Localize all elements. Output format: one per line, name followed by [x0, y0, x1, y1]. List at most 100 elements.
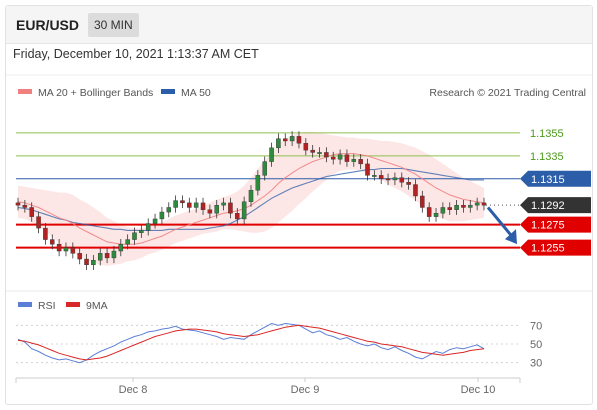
candle-body	[84, 258, 89, 266]
level-label-1.1255: 1.1255	[531, 243, 565, 255]
level-label-1.1275: 1.1275	[531, 220, 565, 232]
candle-body	[330, 156, 336, 160]
ma20-legend-swatch	[18, 89, 32, 94]
rsi-legend-label: RSI	[38, 300, 56, 312]
main-plot: 1.1355 1.1335 1.1315 1.1292 1.1275 1.1255	[15, 128, 591, 270]
rsi-tick-label-70: 70	[530, 320, 542, 332]
candle-body	[248, 190, 254, 202]
candle-body	[77, 253, 82, 260]
candle-body	[241, 201, 247, 220]
candle-body	[474, 202, 480, 206]
candle-body	[447, 207, 452, 210]
candle-body	[145, 223, 151, 231]
x-tick-label: Dec 8	[119, 384, 148, 396]
candle-body	[303, 143, 309, 151]
symbol-label: EUR/USD	[16, 17, 80, 33]
ma9-legend-label: 9MA	[86, 300, 108, 312]
ma20-legend-label: MA 20 + Bollinger Bands	[38, 87, 153, 99]
candle-body	[118, 243, 124, 252]
candle-body	[337, 154, 343, 160]
candle-body	[385, 178, 391, 181]
x-tick-label: Dec 10	[461, 384, 496, 396]
candle-body	[351, 159, 357, 162]
candle-body	[365, 163, 370, 176]
candle-body	[296, 136, 302, 144]
projection-arrow-head	[505, 229, 517, 245]
candle-body	[152, 218, 158, 224]
level-tag-1.1275	[520, 216, 591, 233]
candle-body	[180, 200, 185, 204]
candle-body	[207, 209, 213, 214]
candle-body	[214, 204, 219, 214]
candle-body	[50, 239, 55, 245]
candle-body	[15, 202, 21, 206]
candle-body	[283, 138, 288, 142]
candle-body	[56, 243, 62, 252]
candle-body	[399, 177, 405, 183]
candle-body	[317, 152, 322, 154]
candle-body	[392, 177, 398, 181]
level-label-1.1315: 1.1315	[531, 174, 565, 186]
level-tag-1.1315	[520, 170, 591, 187]
level-label-1.1335: 1.1335	[530, 151, 564, 163]
candle-body	[461, 204, 466, 208]
x-tick-label: Dec 9	[291, 384, 320, 396]
candle-body	[289, 136, 295, 142]
candle-body	[173, 200, 178, 208]
candle-body	[43, 227, 48, 240]
candle-body	[262, 161, 267, 176]
candle-body	[420, 195, 425, 208]
level-tag-1.1255	[520, 239, 591, 256]
candle-body	[187, 202, 192, 208]
candle-body	[344, 154, 350, 162]
candle-body	[468, 204, 473, 208]
candle-body	[276, 138, 281, 149]
ma9-line	[17, 324, 485, 361]
candle-body	[200, 202, 206, 210]
candle-body	[193, 202, 199, 208]
rsi-tick-label-50: 50	[530, 339, 542, 351]
timestamp: Friday, December 10, 2021 1:13:37 AM CET	[13, 47, 259, 61]
candle-body	[29, 207, 34, 217]
x-axis-ticks: Dec 8 Dec 9 Dec 10	[119, 378, 496, 396]
level-label-1.1355: 1.1355	[530, 128, 564, 140]
candle-body	[221, 202, 226, 206]
candle-body	[454, 204, 459, 210]
level-tag-1.1292	[520, 197, 591, 214]
candle-body	[310, 149, 315, 153]
candle-body	[255, 175, 261, 191]
candle-body	[132, 232, 137, 240]
ma50-legend-swatch	[161, 89, 175, 94]
candle-body	[159, 211, 165, 220]
candle-body	[372, 175, 377, 177]
candle-body	[406, 182, 411, 185]
projection-arrow-shaft	[486, 206, 513, 237]
candle-body	[324, 152, 329, 158]
candle-body	[235, 212, 240, 220]
candle-body	[91, 260, 96, 266]
rsi-line	[17, 322, 485, 364]
candle-body	[139, 230, 144, 233]
ma9-legend-swatch	[66, 302, 80, 307]
candle-body	[22, 204, 28, 208]
candle-body	[63, 247, 69, 252]
candle-body	[36, 216, 41, 229]
candle-body	[97, 253, 103, 261]
candle-body	[378, 175, 384, 180]
candle-body	[104, 253, 110, 259]
candle-body	[433, 212, 439, 217]
level-label-1.1292: 1.1292	[531, 200, 565, 212]
candle-body	[166, 207, 172, 213]
candle-body	[358, 159, 363, 165]
candle-body	[481, 202, 487, 206]
candle-body	[125, 239, 130, 245]
candle-body	[228, 202, 233, 214]
timeframe-badge[interactable]: 30 MIN	[88, 13, 139, 37]
candle-body	[111, 250, 117, 259]
candle-body	[70, 247, 76, 254]
candle-body	[426, 207, 432, 217]
chart-header: EUR/USD 30 MIN	[6, 6, 592, 44]
credit-text: Research © 2021 Trading Central	[429, 87, 586, 99]
rsi-tick-label-30: 30	[530, 358, 542, 370]
